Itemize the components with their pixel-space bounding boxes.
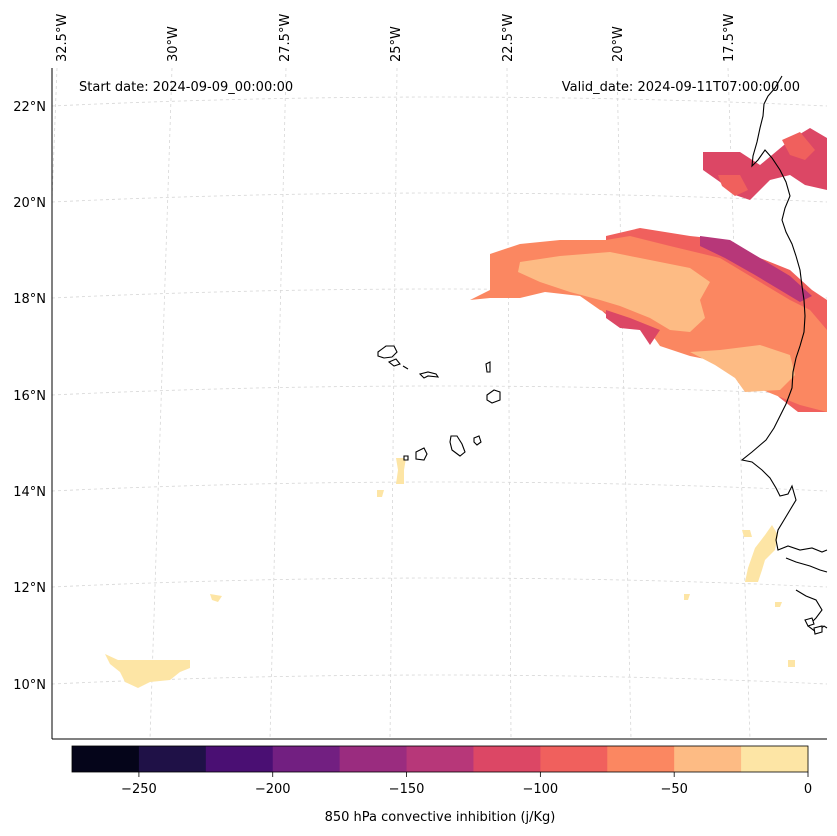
lon-label-17-5w: 17.5°W [722, 14, 737, 62]
colorbar-outline [71, 745, 809, 773]
map-background [52, 68, 827, 739]
island-fogo [415, 447, 428, 461]
lat-label-10n: 10°N [13, 678, 46, 693]
parallel-12n [51, 577, 828, 588]
lat-label-20n: 20°N [13, 196, 46, 211]
colorbar-title: 850 hPa convective inhibition (j/Kg) [325, 810, 556, 825]
island-santiago [449, 435, 466, 457]
meridian-22-5w [506, 67, 512, 740]
meridian-gridlines [51, 67, 751, 740]
colorbar-segment-1 [138, 746, 207, 772]
bijagos-archipelago [804, 617, 823, 635]
lat-label-14n: 14°N [13, 485, 46, 500]
island-sao-vicente [387, 358, 401, 367]
lon-label-20w: 20°W [611, 26, 626, 62]
lat-label-12n: 12°N [13, 581, 46, 596]
island-santo-antao [377, 345, 398, 359]
colorbar-segment-6 [473, 746, 541, 772]
meridian-27-5w [269, 67, 287, 740]
colorbar-ticks: −250 −200 −150 −100 −50 0 [121, 772, 812, 797]
island-sal [485, 361, 491, 373]
contour-band-minus25-to-0 [105, 458, 795, 688]
colorbar-segment-2 [205, 746, 274, 772]
parallel-14n [51, 481, 828, 492]
latitude-labels: 22°N 20°N 18°N 16°N 14°N 12°N 10°N [13, 100, 46, 693]
colorbar-tick-label-2: −150 [389, 782, 425, 797]
cin-patch-west-small [210, 594, 222, 602]
meridian-25w [389, 67, 398, 740]
lat-label-22n: 22°N [13, 100, 46, 115]
lon-label-27-5w: 27.5°W [278, 14, 293, 62]
lat-label-18n: 18°N [13, 292, 46, 307]
colorbar-tick-label-4: −50 [660, 782, 687, 797]
colorbar-tick-label-3: −100 [523, 782, 559, 797]
island-boa-vista [486, 389, 501, 404]
cin-patch-islands-tiny [377, 490, 384, 497]
parallel-20n [51, 192, 828, 203]
island-brava [403, 455, 409, 461]
colorbar-segment-9 [674, 746, 742, 772]
island-santa-luzia [402, 365, 409, 370]
coastlines [377, 75, 828, 635]
parallel-18n [51, 288, 828, 299]
colorbar-tick-label-5: 0 [804, 782, 812, 797]
contour-band-minus150-to-minus125-fringe [700, 236, 812, 302]
lat-label-16n: 16°N [13, 389, 46, 404]
island-maio [473, 435, 482, 446]
parallel-22n [51, 96, 828, 107]
colorbar-segment-3 [272, 746, 341, 772]
lon-label-25w: 25°W [389, 26, 404, 62]
map-frame [51, 68, 827, 740]
contour-band-minus100-to-minus75-north [718, 175, 748, 196]
colorbar-segment-10 [741, 746, 809, 772]
colorbar-segment-0 [72, 746, 140, 772]
colorbar-tick-label-1: −200 [255, 782, 291, 797]
valid-date-label: Valid_date: 2024-09-11T07:00:00.00 [562, 80, 800, 95]
longitude-labels: 32.5°W 30°W 27.5°W 25°W 22.5°W 20°W 17.5… [55, 14, 737, 62]
colorbar: −250 −200 −150 −100 −50 0 850 hPa convective … [71, 745, 812, 825]
colorbar-segment-5 [406, 746, 474, 772]
colorbar-segment-7 [540, 746, 608, 772]
cin-patch-offshore [684, 594, 690, 600]
cin-filled-contours [105, 128, 827, 688]
meridian-30w [149, 67, 173, 740]
cin-patch-coast-gambia [745, 525, 778, 582]
island-sao-nicolau [418, 371, 440, 379]
contour-band-minus50-to-minus25-south [690, 345, 795, 392]
contour-band-minus100-to-minus75-northeast [782, 132, 815, 160]
cin-patch-southeast [788, 660, 795, 667]
cin-patch-coast-south [742, 530, 752, 537]
lon-label-30w: 30°W [166, 26, 181, 62]
map-panel: Start date: 2024-09-09_00:00:00 Valid_da… [51, 67, 828, 740]
contour-band-minus125-to-minus100-south [606, 310, 660, 345]
meridian-17-5w [727, 67, 751, 740]
meridian-20w [616, 67, 632, 740]
cin-patch-near-islands [396, 458, 406, 484]
cin-patch-southwest [105, 654, 190, 688]
parallel-16n [51, 385, 828, 396]
colorbar-tick-label-0: −250 [121, 782, 157, 797]
colorbar-segment-8 [607, 746, 675, 772]
meridian-32-5w [51, 67, 58, 201]
lon-label-22-5w: 22.5°W [501, 14, 516, 62]
contour-band-minus50-to-minus25 [518, 252, 710, 332]
lon-label-32-5w: 32.5°W [55, 14, 70, 62]
colorbar-segments [72, 746, 809, 772]
start-date-label: Start date: 2024-09-09_00:00:00 [79, 80, 293, 95]
colorbar-segment-4 [339, 746, 408, 772]
cin-patch-coast-bissau [775, 602, 782, 607]
